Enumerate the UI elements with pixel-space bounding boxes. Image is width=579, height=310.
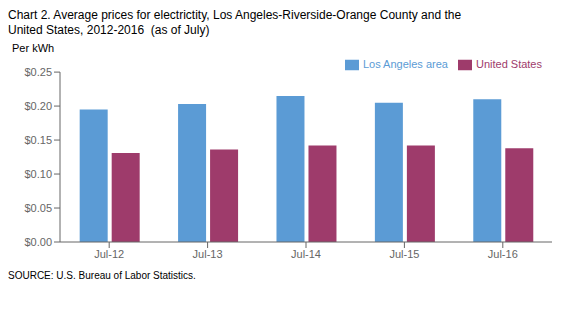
svg-text:Jul-12: Jul-12 xyxy=(94,248,124,260)
html-text:United States: United States xyxy=(476,58,542,70)
svg-text:Jul-13: Jul-13 xyxy=(193,248,223,260)
html-text:United States, 2012-2016 (as o: United States, 2012-2016 (as of July) xyxy=(8,23,210,37)
html-text:SOURCE: U.S. Bureau of Labor S: SOURCE: U.S. Bureau of Labor Statistics. xyxy=(8,270,196,281)
svg-text:$0.25: $0.25 xyxy=(24,66,52,78)
svg-text:Jul-16: Jul-16 xyxy=(488,248,518,260)
svg-text:Jul-15: Jul-15 xyxy=(389,248,419,260)
svg-text:$0.10: $0.10 xyxy=(24,168,52,180)
svg-text:$0.15: $0.15 xyxy=(24,134,52,146)
html-text:Chart 2. Average prices for el: Chart 2. Average prices for electrictity… xyxy=(8,8,462,22)
svg-text:$0.20: $0.20 xyxy=(24,100,52,112)
svg-text:Jul-14: Jul-14 xyxy=(291,248,321,260)
svg-text:$0.05: $0.05 xyxy=(24,202,52,214)
html-text:Per kWh: Per kWh xyxy=(12,42,55,54)
html-text:Los Angeles area: Los Angeles area xyxy=(362,58,448,70)
svg-text:$0.00: $0.00 xyxy=(24,236,52,248)
